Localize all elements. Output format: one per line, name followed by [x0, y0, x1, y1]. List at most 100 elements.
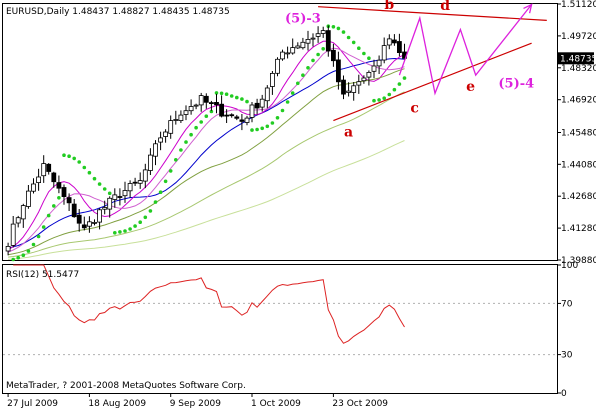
sar-dot — [280, 108, 285, 113]
sar-dot — [372, 98, 376, 103]
wave-label: (5)-4 — [498, 77, 534, 92]
candle — [335, 51, 341, 90]
candle — [87, 216, 92, 233]
candle — [97, 208, 102, 230]
candle — [132, 177, 138, 186]
sar-dot — [148, 209, 153, 213]
candle — [214, 93, 219, 114]
sar-dot — [229, 94, 234, 98]
candle — [208, 100, 214, 111]
sar-dot — [72, 156, 76, 161]
sar-dot — [128, 227, 132, 231]
sar-dot — [331, 25, 336, 29]
candle — [92, 219, 97, 226]
moving-average-line — [8, 140, 405, 260]
sar-dot — [46, 213, 51, 218]
candle — [224, 109, 230, 123]
sar-dot — [153, 200, 158, 204]
sar-dot — [250, 128, 254, 132]
candle — [142, 163, 148, 189]
candle — [290, 38, 296, 55]
sar-dot — [143, 215, 148, 220]
sar-dot — [189, 132, 193, 137]
candle — [280, 49, 285, 61]
candle — [158, 131, 164, 151]
sar-dot — [118, 230, 122, 234]
sar-dot — [31, 242, 36, 247]
y-tick-label: 1.42680 — [561, 192, 596, 202]
candle — [361, 75, 367, 84]
candle — [203, 93, 209, 109]
candle — [325, 25, 331, 57]
parabolic-sar — [11, 24, 407, 262]
y-tick-label: 1.44080 — [561, 160, 596, 170]
candle — [396, 33, 402, 57]
main-price-panel: (5)-3 b d (5)-4 e c a EURUSD,Daily 1.48437 1.4… — [2, 0, 558, 262]
sar-dot — [184, 140, 188, 144]
current-price-label: 1.48735 — [560, 54, 596, 64]
candle — [310, 33, 316, 47]
x-tick-label: 23 Oct 2009 — [332, 399, 388, 409]
candle — [386, 34, 392, 50]
candle — [381, 37, 387, 64]
trendlines — [318, 3, 547, 122]
sar-dot — [235, 95, 239, 100]
main-panel-header: EURUSD,Daily 1.48437 1.48827 1.48435 1.4… — [6, 7, 230, 17]
candle — [112, 188, 118, 208]
sar-dot — [306, 66, 310, 70]
candle — [51, 171, 57, 188]
sar-dot — [224, 92, 229, 96]
candle — [259, 94, 265, 112]
sar-dot — [102, 187, 107, 191]
sar-dot — [245, 99, 249, 104]
sar-dot — [36, 234, 41, 239]
candle — [275, 57, 280, 77]
sar-dot — [57, 196, 61, 200]
current-price-marker — [558, 52, 594, 65]
sar-dot — [296, 81, 300, 86]
sar-dot — [168, 169, 173, 173]
sar-dot — [260, 126, 265, 131]
sar-dot — [26, 249, 31, 253]
sar-dot — [402, 76, 407, 80]
wave-label: b — [384, 0, 394, 13]
sar-dot — [392, 87, 397, 92]
projection-path — [398, 4, 533, 96]
sar-dot — [341, 30, 346, 34]
candle — [20, 203, 26, 228]
candle — [46, 163, 52, 175]
x-tick-label: 27 Jul 2009 — [7, 399, 58, 409]
sar-dot — [174, 158, 178, 162]
candle — [244, 115, 250, 126]
sar-dot — [113, 231, 117, 235]
candle — [31, 178, 36, 194]
candle — [173, 110, 179, 125]
y-tick-label: 1.51120 — [561, 0, 596, 10]
candle — [10, 216, 16, 248]
sar-dot — [336, 26, 341, 31]
sar-dot — [87, 170, 92, 175]
sar-dot — [11, 257, 15, 262]
candle — [137, 172, 143, 189]
sar-dot — [209, 109, 214, 114]
candle — [117, 188, 123, 206]
candle — [341, 75, 346, 100]
candle — [178, 110, 184, 123]
sar-dot — [387, 92, 392, 97]
rsi-tick-label: 100 — [561, 261, 578, 271]
candle — [147, 148, 153, 175]
wave-annotations: (5)-3 b d (5)-4 e c a — [285, 0, 534, 141]
candle — [356, 74, 362, 94]
sar-dot — [290, 91, 295, 95]
candle — [264, 85, 270, 109]
wave-label: d — [440, 0, 450, 14]
moving-average-line — [7, 47, 405, 253]
candle — [56, 175, 62, 194]
sar-dot — [270, 121, 275, 125]
wave-label: (5)-3 — [285, 12, 321, 27]
candle — [188, 99, 194, 115]
sar-dot — [362, 51, 366, 56]
candle — [15, 215, 21, 228]
candle — [71, 199, 77, 218]
